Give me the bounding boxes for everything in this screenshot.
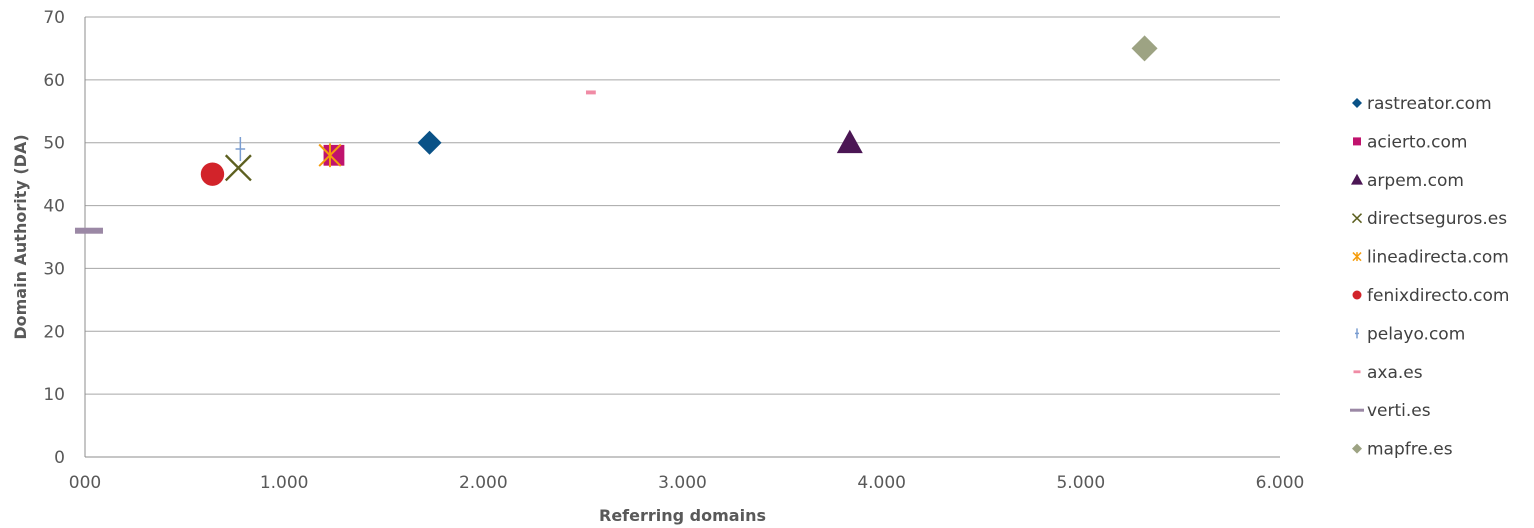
legend-item: lineadirecta.com bbox=[1352, 248, 1509, 268]
x-tick-label: 5.000 bbox=[1056, 473, 1105, 493]
data-points bbox=[74, 35, 1158, 234]
legend-item: rastreator.com bbox=[1352, 94, 1492, 114]
legend-label: arpem.com bbox=[1367, 171, 1464, 191]
y-tick-label: 50 bbox=[43, 134, 65, 154]
x-axis-title: Referring domains bbox=[599, 506, 766, 525]
y-axis-title: Domain Authority (DA) bbox=[11, 134, 30, 339]
legend-marker bbox=[1352, 290, 1362, 300]
legend-label: lineadirecta.com bbox=[1367, 248, 1509, 268]
legend-label: mapfre.es bbox=[1367, 440, 1453, 460]
legend-marker bbox=[1355, 328, 1359, 339]
legend-label: pelayo.com bbox=[1367, 324, 1465, 344]
y-axis-ticks: 0 10 20 30 40 50 60 70 bbox=[43, 8, 65, 468]
x-tick-label: 6.000 bbox=[1256, 473, 1305, 493]
data-point bbox=[417, 130, 442, 155]
legend-label: axa.es bbox=[1367, 363, 1423, 383]
data-point bbox=[200, 162, 225, 186]
data-point bbox=[224, 154, 252, 182]
x-axis-ticks: 000 1.000 2.000 3.000 4.000 5.000 6.000 bbox=[69, 473, 1305, 493]
legend-label: directseguros.es bbox=[1367, 209, 1507, 229]
y-tick-label: 30 bbox=[43, 259, 65, 279]
x-tick-label: 1.000 bbox=[260, 473, 309, 493]
y-tick-label: 40 bbox=[43, 197, 65, 217]
legend-marker bbox=[1352, 98, 1362, 108]
gridlines bbox=[84, 16, 1280, 458]
y-tick-label: 20 bbox=[43, 322, 65, 342]
data-point bbox=[585, 90, 596, 95]
legend-marker bbox=[1352, 252, 1362, 262]
legend-item: fenixdirecto.com bbox=[1352, 286, 1509, 306]
x-tick-label: 3.000 bbox=[658, 473, 707, 493]
legend-item: pelayo.com bbox=[1355, 324, 1465, 344]
data-point bbox=[235, 137, 246, 161]
legend-marker bbox=[1353, 370, 1361, 374]
legend: rastreator.com acierto.com arpem.com direct… bbox=[1350, 94, 1509, 460]
legend-marker bbox=[1351, 213, 1363, 224]
legend-item: arpem.com bbox=[1351, 171, 1464, 191]
legend-label: acierto.com bbox=[1367, 132, 1467, 152]
legend-label: fenixdirecto.com bbox=[1367, 286, 1509, 306]
x-tick-label: 2.000 bbox=[459, 473, 508, 493]
y-tick-label: 60 bbox=[43, 71, 65, 91]
legend-label: rastreator.com bbox=[1367, 94, 1492, 114]
data-point bbox=[836, 129, 863, 154]
x-tick-label: 000 bbox=[69, 473, 101, 493]
legend-marker bbox=[1353, 137, 1361, 146]
legend-item: acierto.com bbox=[1353, 132, 1467, 152]
data-point bbox=[318, 143, 342, 168]
legend-marker bbox=[1351, 173, 1363, 185]
y-tick-label: 0 bbox=[54, 448, 65, 468]
legend-item: axa.es bbox=[1353, 363, 1423, 383]
data-point bbox=[74, 227, 103, 234]
legend-marker bbox=[1352, 443, 1362, 454]
data-point bbox=[1131, 35, 1158, 62]
legend-label: verti.es bbox=[1367, 401, 1431, 421]
legend-item: directseguros.es bbox=[1351, 209, 1507, 229]
y-tick-label: 70 bbox=[43, 8, 65, 28]
legend-item: mapfre.es bbox=[1352, 440, 1453, 460]
legend-marker bbox=[1350, 408, 1364, 412]
y-tick-label: 10 bbox=[43, 385, 65, 405]
x-tick-label: 4.000 bbox=[857, 473, 906, 493]
legend-item: verti.es bbox=[1350, 401, 1431, 421]
data-point bbox=[323, 144, 345, 166]
